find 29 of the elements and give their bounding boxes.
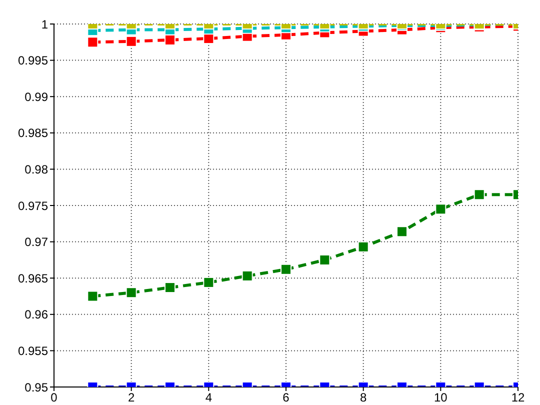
y-tick-label: 0.95 — [24, 380, 48, 394]
point — [87, 290, 98, 302]
point — [242, 270, 253, 282]
point — [396, 226, 408, 238]
x-tick-label: 2 — [128, 390, 135, 405]
x-tick-label: 12 — [511, 390, 525, 405]
y-tick-label: 0.985 — [18, 126, 48, 140]
point — [126, 287, 137, 298]
y-tick-label: 0.975 — [18, 198, 48, 213]
point — [435, 204, 446, 215]
y-tick-label: 0.96 — [24, 308, 48, 322]
x-tick-label: 6 — [282, 390, 290, 405]
point — [358, 241, 369, 252]
x-tick-label: 4 — [205, 390, 212, 405]
y-tick-label: 1 — [41, 17, 48, 32]
point — [203, 276, 214, 288]
y-tick-label: 0.99 — [24, 90, 48, 104]
x-tick-label: 10 — [434, 390, 448, 405]
x-tick-label: 8 — [360, 390, 367, 405]
point — [319, 254, 330, 266]
point — [280, 264, 292, 275]
y-tick-label: 0.955 — [18, 344, 48, 358]
y-tick-label: 0.98 — [24, 162, 48, 176]
y-tick-label: 0.97 — [24, 235, 48, 250]
point — [164, 282, 176, 294]
y-tick-label: 0.965 — [18, 271, 48, 286]
point — [474, 189, 485, 200]
y-tick-label: 0.995 — [18, 54, 48, 68]
x-tick-label: 0 — [50, 390, 58, 405]
